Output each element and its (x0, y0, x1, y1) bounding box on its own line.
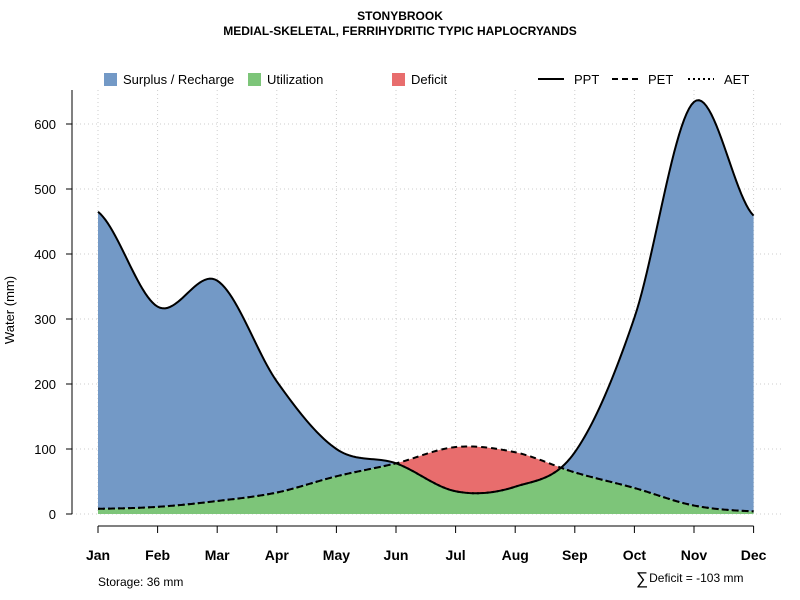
y-tick-label-3: 300 (34, 312, 56, 327)
x-tick-label-apr: Apr (265, 547, 290, 563)
y-tick-label-1: 100 (34, 442, 56, 457)
legend-swatch-deficit (392, 73, 405, 86)
y-tick-label-2: 200 (34, 377, 56, 392)
x-tick-label-jan: Jan (86, 547, 110, 563)
y-tick-label-6: 600 (34, 117, 56, 132)
y-tick-label-4: 400 (34, 247, 56, 262)
utilization-area (98, 463, 754, 514)
x-tick-label-feb: Feb (145, 547, 170, 563)
deficit-text: Deficit = -103 mm (649, 571, 744, 585)
x-tick-label-aug: Aug (502, 547, 529, 563)
deficit-area (98, 446, 754, 512)
legend-swatch-utilization (248, 73, 261, 86)
legend-label-pet: PET (648, 72, 673, 87)
deficit-note: ∑Deficit = -103 mm (636, 569, 743, 589)
x-tick-label-sep: Sep (562, 547, 588, 563)
y-axis-label: Water (mm) (2, 276, 17, 344)
ppt-line (97, 99, 755, 495)
legend-swatch-surplus (104, 73, 117, 86)
y-tick-label-0: 0 (49, 507, 56, 522)
line-layer (97, 99, 755, 513)
x-tick-label-may: May (323, 547, 350, 563)
pet-line (97, 445, 754, 513)
storage-note: Storage: 36 mm (98, 575, 184, 589)
legend-label-surplus: Surplus / Recharge (123, 72, 234, 87)
chart-title: STONYBROOK (357, 9, 443, 23)
x-tick-label-mar: Mar (205, 547, 230, 563)
legend-label-ppt: PPT (574, 72, 599, 87)
x-tick-label-jun: Jun (384, 547, 409, 563)
legend-label-aet: AET (724, 72, 749, 87)
y-tick-label-5: 500 (34, 182, 56, 197)
sigma-symbol: ∑ (636, 569, 649, 588)
chart-subtitle: MEDIAL-SKELETAL, FERRIHYDRITIC TYPIC HAP… (223, 24, 577, 38)
legend: Surplus / Recharge Utilization Deficit PPT P… (104, 72, 749, 87)
legend-label-utilization: Utilization (267, 72, 323, 87)
x-tick-label-jul: Jul (445, 547, 465, 563)
x-tick-label-nov: Nov (681, 547, 708, 563)
area-layer (98, 100, 754, 514)
legend-label-deficit: Deficit (411, 72, 448, 87)
axes: 0 100 200 300 400 500 600 Jan Feb Mar Apr May Jun Jul… (2, 90, 767, 563)
x-tick-label-oct: Oct (623, 547, 647, 563)
surplus-area (98, 100, 754, 512)
x-tick-label-dec: Dec (741, 547, 767, 563)
